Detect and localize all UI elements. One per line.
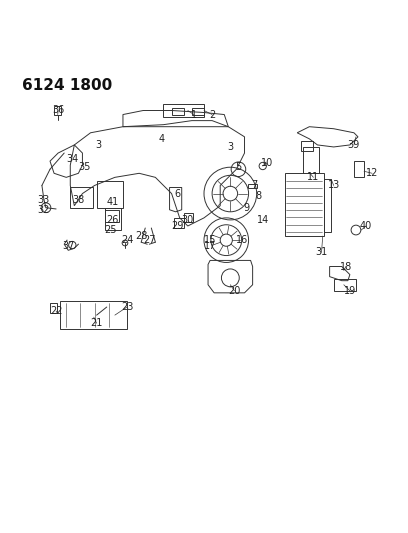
Text: 32: 32 — [38, 205, 50, 215]
Text: 9: 9 — [244, 203, 250, 213]
Bar — [174, 218, 184, 228]
Text: 34: 34 — [66, 154, 78, 164]
Bar — [105, 210, 119, 222]
Text: 5: 5 — [235, 162, 242, 172]
Text: 38: 38 — [72, 195, 84, 205]
Text: 23: 23 — [121, 302, 133, 312]
Text: 24: 24 — [121, 235, 133, 245]
Bar — [172, 108, 184, 115]
Text: 27: 27 — [143, 235, 155, 245]
Text: 36: 36 — [52, 106, 64, 116]
Text: 40: 40 — [360, 221, 372, 231]
Text: 6: 6 — [175, 189, 181, 199]
Bar — [97, 181, 123, 208]
Bar — [303, 147, 319, 173]
Text: 37: 37 — [62, 241, 74, 251]
Text: 26: 26 — [106, 215, 119, 225]
Text: 7: 7 — [251, 181, 258, 190]
Text: 15: 15 — [204, 235, 216, 245]
Bar — [334, 279, 356, 291]
Text: 29: 29 — [171, 221, 184, 231]
Bar — [50, 303, 57, 313]
Bar — [248, 184, 257, 188]
Bar — [285, 173, 324, 236]
Text: 14: 14 — [257, 215, 269, 225]
Bar — [301, 141, 313, 151]
Text: 18: 18 — [340, 262, 352, 271]
Text: 28: 28 — [135, 231, 147, 241]
Text: 12: 12 — [366, 168, 378, 179]
Text: 11: 11 — [307, 172, 319, 182]
Text: 10: 10 — [261, 158, 273, 168]
Text: 21: 21 — [91, 318, 103, 328]
Text: 31: 31 — [315, 247, 328, 257]
Text: 16: 16 — [236, 235, 248, 245]
Bar — [54, 106, 61, 115]
Text: 8: 8 — [256, 191, 262, 200]
Text: 30: 30 — [182, 215, 194, 225]
Bar — [192, 108, 204, 115]
Text: 41: 41 — [107, 197, 119, 207]
Text: 2: 2 — [209, 110, 215, 119]
Text: 35: 35 — [78, 162, 91, 172]
Bar — [105, 208, 121, 230]
Bar — [354, 161, 364, 177]
Text: 17: 17 — [204, 241, 216, 251]
Text: 3: 3 — [95, 140, 102, 150]
Text: 4: 4 — [158, 134, 164, 144]
Bar — [324, 180, 331, 232]
Text: 20: 20 — [228, 286, 241, 296]
Text: 3: 3 — [227, 142, 233, 152]
Text: 33: 33 — [38, 195, 50, 205]
Text: 19: 19 — [344, 286, 356, 296]
Bar — [164, 104, 204, 117]
Text: 25: 25 — [104, 225, 117, 235]
Text: 6124 1800: 6124 1800 — [22, 78, 112, 93]
Bar — [70, 188, 93, 208]
Bar — [184, 213, 193, 222]
Text: 1: 1 — [191, 110, 197, 119]
Text: 13: 13 — [328, 181, 340, 190]
Bar — [60, 301, 127, 329]
Text: 39: 39 — [348, 140, 360, 150]
Text: 22: 22 — [50, 306, 62, 316]
